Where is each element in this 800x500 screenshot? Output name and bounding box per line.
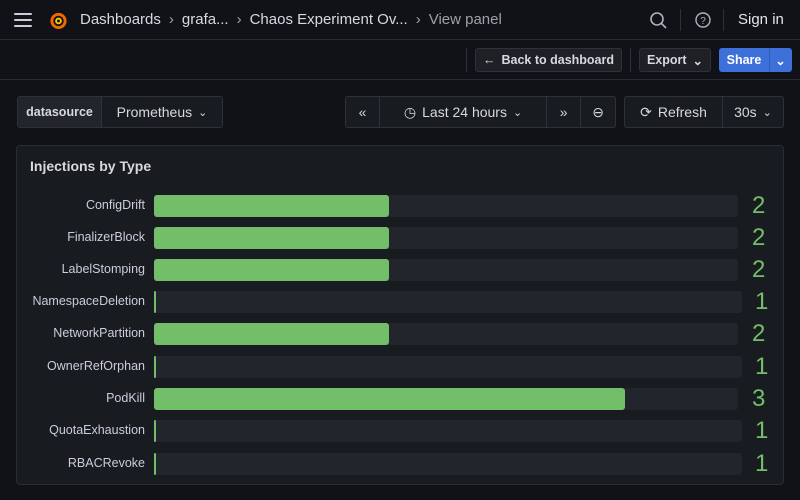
time-picker: « ◷ Last 24 hours ⌄ » ⊖: [345, 96, 616, 128]
bar-fill: [154, 195, 390, 217]
chevron-down-icon: ⌄: [775, 53, 786, 68]
chevron-down-icon: ⌄: [692, 53, 704, 68]
variable-label: datasource: [18, 97, 102, 127]
zoom-out-icon[interactable]: ⊖: [592, 103, 604, 120]
panel-title: Injections by Type: [30, 158, 152, 174]
breadcrumb-dashboard[interactable]: Chaos Experiment Ov...: [249, 11, 408, 28]
bar-row: NetworkPartition 2: [17, 320, 785, 347]
bar-value: 2: [752, 224, 766, 251]
bar-track: [154, 259, 738, 281]
datasource-select[interactable]: Prometheus ⌄: [116, 104, 208, 120]
bar-track: [154, 323, 738, 345]
back-to-dashboard-button[interactable]: ← Back to dashboard: [475, 48, 622, 72]
refresh-icon: ⟳: [640, 103, 652, 120]
bar-row: FinalizerBlock 2: [17, 224, 785, 251]
bar-label: QuotaExhaustion: [49, 423, 145, 437]
breadcrumb-current: View panel: [428, 11, 502, 28]
help-icon[interactable]: ?: [693, 10, 713, 30]
bar-track: [154, 227, 738, 249]
bar-row: LabelStomping 2: [17, 256, 785, 283]
bar-value: 2: [752, 192, 766, 219]
time-forward-button[interactable]: »: [547, 97, 582, 127]
bar-track: [154, 356, 742, 378]
chevron-down-icon: ⌄: [762, 106, 772, 119]
top-nav: Dashboards › grafa... › Chaos Experiment O…: [0, 0, 800, 40]
bar-track: [154, 388, 738, 410]
refresh-button[interactable]: ⟳ Refresh: [625, 97, 723, 127]
bar-label: ConfigDrift: [85, 198, 145, 212]
bar-row: QuotaExhaustion 1: [17, 417, 785, 444]
bar-fill: [154, 388, 625, 410]
bar-track: [154, 453, 742, 475]
bar-value: 1: [755, 353, 769, 380]
breadcrumb-dashboards[interactable]: Dashboards: [80, 11, 161, 28]
bar-value: 1: [755, 450, 769, 477]
bar-fill: [154, 356, 156, 378]
bar-label: RBACRevoke: [67, 456, 145, 470]
panel-toolbar: ← Back to dashboard Export ⌄ Share ⌄: [0, 40, 800, 80]
bar-fill: [154, 453, 156, 475]
bar-label: NetworkPartition: [53, 326, 145, 340]
share-button[interactable]: Share: [719, 48, 769, 72]
sign-in-link[interactable]: Sign in: [738, 11, 784, 28]
bar-label: FinalizerBlock: [67, 230, 145, 244]
bar-fill: [154, 291, 156, 313]
breadcrumb-folder[interactable]: grafa...: [181, 11, 229, 28]
export-button[interactable]: Export ⌄: [639, 48, 711, 72]
share-dropdown-button[interactable]: ⌄: [769, 48, 792, 72]
bar-fill: [154, 227, 390, 249]
bar-label: LabelStomping: [61, 262, 145, 276]
time-back-button[interactable]: «: [346, 97, 380, 127]
bar-value: 3: [752, 385, 766, 412]
bar-label: OwnerRefOrphan: [47, 359, 145, 373]
refresh-interval-select[interactable]: 30s ⌄: [734, 104, 772, 120]
clock-icon: ◷: [403, 103, 417, 120]
bar-track: [154, 291, 742, 313]
bar-row: RBACRevoke 1: [17, 450, 785, 477]
bar-value: 2: [752, 320, 766, 347]
svg-text:?: ?: [700, 16, 706, 27]
breadcrumb: Dashboards › grafa... › Chaos Experiment O…: [80, 11, 502, 28]
chevron-down-icon: ⌄: [512, 106, 523, 119]
bar-row: NamespaceDeletion 1: [17, 288, 785, 315]
bar-fill: [154, 259, 390, 281]
bar-fill: [154, 323, 390, 345]
datasource-variable: datasource Prometheus ⌄: [17, 96, 223, 128]
bar-row: PodKill 3: [17, 385, 785, 412]
arrow-left-icon: ←: [482, 53, 496, 67]
menu-icon[interactable]: [14, 13, 32, 27]
bar-label: NamespaceDeletion: [32, 294, 145, 308]
search-icon[interactable]: [648, 10, 668, 30]
bar-gauge-panel: Injections by Type ConfigDrift 2 Finalize…: [16, 145, 784, 485]
bar-value: 1: [755, 288, 769, 315]
bar-track: [154, 420, 742, 442]
bar-row: ConfigDrift 2: [17, 192, 785, 219]
chevron-down-icon: ⌄: [198, 106, 208, 119]
bar-track: [154, 195, 738, 217]
bar-value: 2: [752, 256, 766, 283]
refresh-picker: ⟳ Refresh 30s ⌄: [624, 96, 784, 128]
bar-fill: [154, 420, 156, 442]
bar-row: OwnerRefOrphan 1: [17, 353, 785, 380]
bar-value: 1: [755, 417, 769, 444]
bar-label: PodKill: [106, 391, 145, 405]
grafana-logo[interactable]: [49, 10, 68, 30]
time-range-picker[interactable]: ◷ Last 24 hours ⌄: [380, 97, 548, 127]
